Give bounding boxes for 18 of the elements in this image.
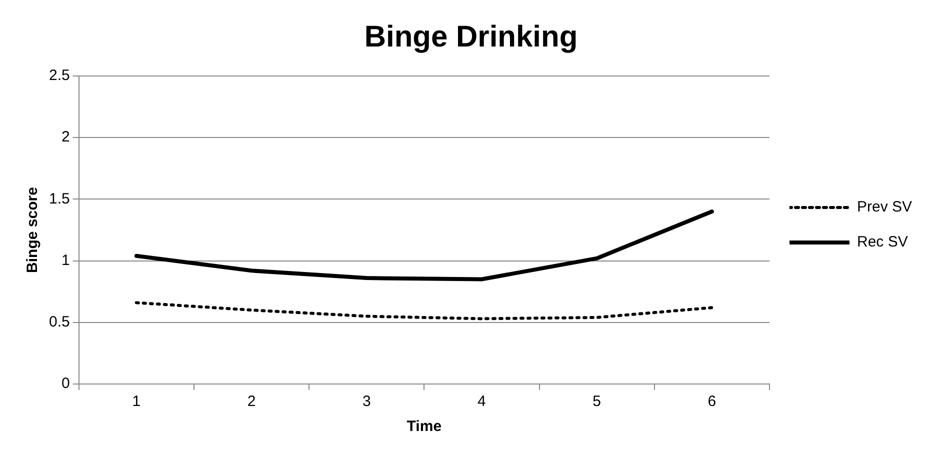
chart-title: Binge Drinking	[364, 20, 578, 54]
y-tick-label: 0.5	[48, 314, 70, 331]
legend-label: Prev SV	[856, 198, 912, 216]
y-axis-title: Binge score	[24, 187, 42, 273]
y-tick-label: 0	[62, 375, 70, 392]
x-tick-label: 6	[708, 393, 716, 410]
line-series	[134, 301, 714, 320]
x-tick-label: 1	[132, 393, 141, 410]
y-tick-label: 2.5	[48, 67, 70, 84]
x-tick-label: 3	[362, 393, 371, 410]
y-tick-label: 1	[62, 252, 70, 269]
x-tick-label: 5	[592, 393, 601, 410]
legend-label: Rec SV	[856, 234, 908, 251]
y-tick-label: 2	[62, 128, 70, 146]
x-axis-title: Time	[406, 418, 442, 436]
x-tick-label: 4	[478, 393, 486, 410]
y-tick-label: 1.5	[48, 190, 70, 208]
x-tick-label: 2	[247, 393, 256, 410]
